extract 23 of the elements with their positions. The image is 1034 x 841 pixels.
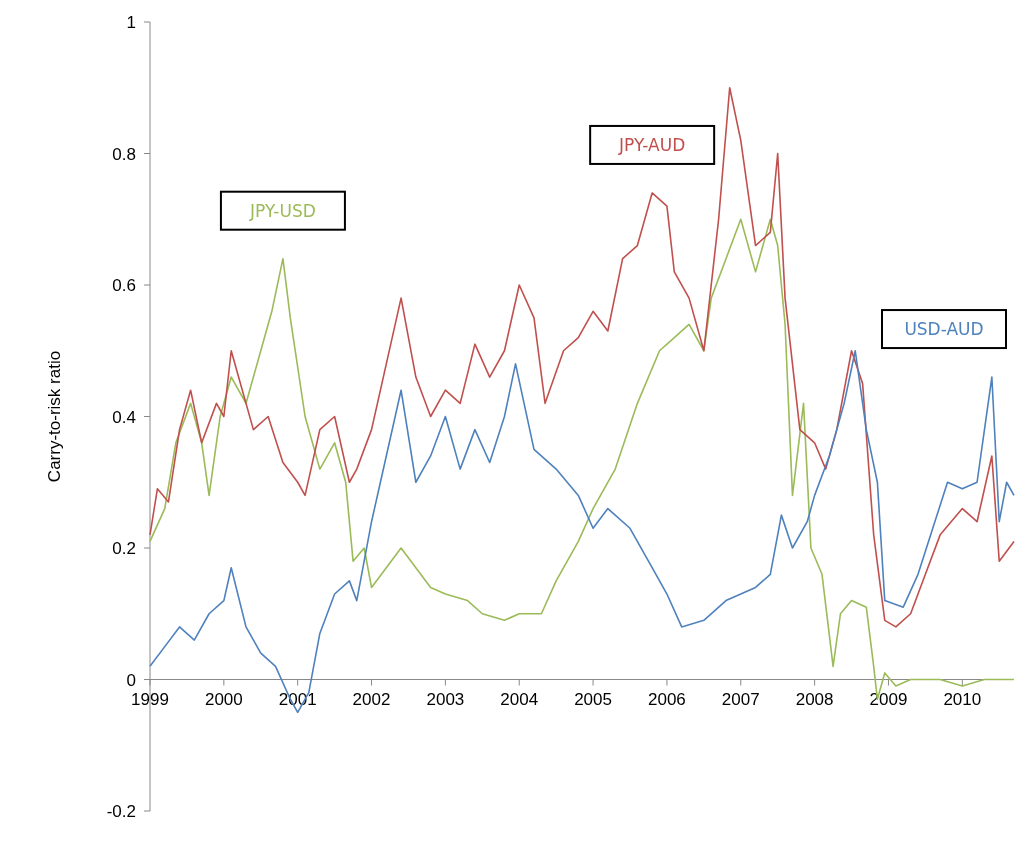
- y-tick-label: 0.8: [112, 144, 136, 164]
- y-tick-label: 0.2: [112, 539, 136, 558]
- x-tick-label: 2000: [204, 689, 243, 709]
- x-tick-label: 2003: [426, 689, 465, 709]
- x-tick-label: 2002: [352, 689, 391, 709]
- y-tick-label: 1: [126, 13, 136, 32]
- y-tick-label: -0.2: [106, 802, 136, 821]
- y-tick-label: 0.6: [112, 276, 136, 295]
- name-tag: JPY-AUD: [589, 124, 716, 165]
- x-tick-label: 2004: [500, 689, 539, 709]
- x-tick-label: 2010: [943, 689, 982, 709]
- name-tag: USD-AUD: [881, 309, 1007, 350]
- x-tick-label: 1999: [131, 689, 169, 709]
- x-tick-label: 2005: [574, 689, 612, 709]
- x-tick-label: 2007: [721, 689, 760, 709]
- x-tick-label: 2008: [795, 689, 834, 709]
- y-axis-title: Carry-to-risk ratio: [45, 350, 64, 483]
- name-tag: JPY-USD: [219, 190, 346, 231]
- y-tick-label: 0: [126, 670, 136, 690]
- y-tick-label: 0.4: [112, 407, 136, 427]
- x-tick-label: 2006: [648, 689, 686, 709]
- x-tick-label: 2009: [869, 689, 908, 709]
- line-series: [149, 86, 1015, 628]
